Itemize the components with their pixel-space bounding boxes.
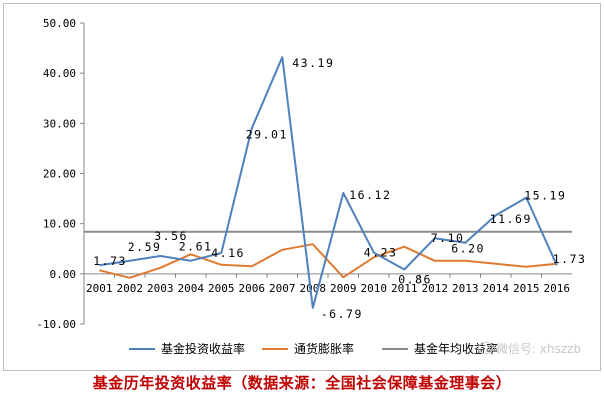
data-label: 16.12 (349, 188, 391, 202)
series-line-inflation (99, 243, 557, 279)
data-label: 7.10 (431, 231, 465, 245)
x-tick-label: 2002 (117, 282, 144, 295)
watermark: 微信号: xhszzb (478, 340, 581, 357)
legend-label: 基金年均收益率 (414, 341, 498, 356)
x-tick-label: 2005 (208, 282, 235, 295)
line-chart: -10.00 0.00 10.00 20.00 30.00 40.00 50.00 2001 2… (36, 17, 587, 356)
x-tick-label: 2010 (361, 282, 388, 295)
legend-label: 基金投资收益率 (161, 341, 245, 356)
data-label: 4.16 (211, 246, 245, 260)
data-label: 2.61 (179, 240, 213, 254)
x-tick-label: 2014 (483, 282, 510, 295)
chart-frame: -10.00 0.00 10.00 20.00 30.00 40.00 50.00 2001 2… (3, 3, 601, 371)
data-label: 1.73 (553, 252, 587, 266)
series-line-fund-return (99, 56, 558, 309)
chart-caption: 基金历年投资收益率（数据来源：全国社会保障基金理事会） (92, 374, 512, 392)
x-tick-label: 2009 (330, 282, 357, 295)
wechat-icon (478, 342, 493, 354)
data-label: 6.20 (451, 242, 485, 256)
y-tick-label: 0.00 (50, 268, 77, 281)
data-label: 3.56 (154, 229, 188, 243)
legend-label: 通货膨胀率 (294, 341, 354, 356)
x-tick-label: 2013 (452, 282, 479, 295)
data-label: 43.19 (292, 56, 334, 70)
x-tick-label: 2004 (178, 282, 205, 295)
y-tick-label: 50.00 (43, 17, 76, 30)
x-tick-label: 2007 (269, 282, 296, 295)
x-tick-label: 2006 (239, 282, 266, 295)
data-label: -6.79 (321, 307, 363, 321)
y-tick-label: 20.00 (43, 168, 76, 181)
x-tick-label: 2016 (544, 282, 571, 295)
data-label: 11.69 (490, 212, 532, 226)
y-tick-label: 40.00 (43, 67, 76, 80)
y-tick-label: -10.00 (36, 318, 76, 331)
y-tick-label: 30.00 (43, 117, 76, 130)
x-tick-label: 2008 (300, 282, 327, 295)
x-tick-label: 2001 (86, 282, 113, 295)
x-tick-label: 2015 (513, 282, 540, 295)
x-tick-label: 2012 (422, 282, 449, 295)
data-label: 4.23 (364, 246, 398, 260)
x-tick-label: 2011 (391, 282, 418, 295)
x-tick-label: 2003 (147, 282, 174, 295)
data-label: 29.01 (246, 127, 288, 141)
y-tick-label: 10.00 (43, 218, 76, 231)
data-label: 1.73 (93, 254, 127, 268)
data-label: 0.86 (398, 273, 432, 287)
data-label: 2.59 (128, 240, 162, 254)
watermark-text: 微信号: xhszzb (496, 342, 582, 356)
data-label: 15.19 (524, 189, 566, 203)
